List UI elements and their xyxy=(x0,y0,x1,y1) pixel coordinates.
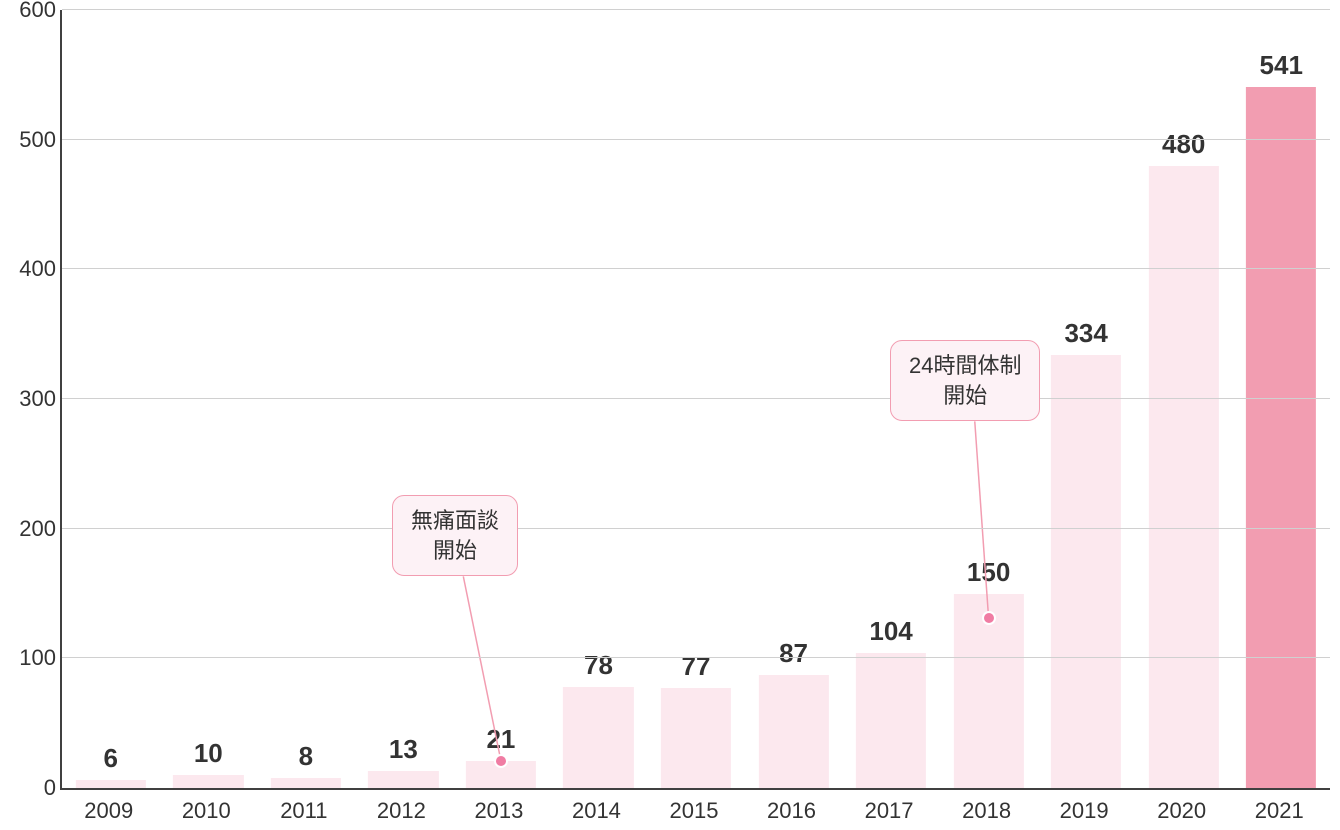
bar xyxy=(1149,166,1219,788)
callout-box: 24時間体制開始 xyxy=(890,340,1040,421)
bar-value-label: 6 xyxy=(104,743,118,774)
callout-box: 無痛面談開始 xyxy=(392,495,518,576)
bar-value-label: 10 xyxy=(194,738,223,769)
gridline xyxy=(62,528,1330,529)
bar xyxy=(368,771,438,788)
bar xyxy=(661,688,731,788)
x-tick-label: 2018 xyxy=(962,798,1011,824)
chart-container: 61081321787787104150334480541 無痛面談開始24時間… xyxy=(0,0,1340,830)
x-tick-label: 2014 xyxy=(572,798,621,824)
y-tick-label: 0 xyxy=(4,775,56,801)
x-tick-label: 2011 xyxy=(280,798,327,824)
bar-value-label: 541 xyxy=(1260,50,1303,81)
bar-value-label: 150 xyxy=(967,557,1010,588)
x-tick-label: 2017 xyxy=(865,798,914,824)
bar-value-label: 334 xyxy=(1064,318,1107,349)
gridline xyxy=(62,9,1330,10)
bar-value-label: 8 xyxy=(299,741,313,772)
plot-area: 61081321787787104150334480541 無痛面談開始24時間… xyxy=(60,10,1330,790)
callout-line1: 24時間体制 xyxy=(909,353,1021,378)
x-tick-label: 2010 xyxy=(182,798,231,824)
y-tick-label: 100 xyxy=(4,645,56,671)
callout-line2: 開始 xyxy=(943,383,987,408)
x-tick-label: 2021 xyxy=(1255,798,1304,824)
callout-line1: 無痛面談 xyxy=(411,508,499,533)
bar xyxy=(758,675,828,788)
x-tick-label: 2016 xyxy=(767,798,816,824)
x-tick-label: 2012 xyxy=(377,798,426,824)
bar-value-label: 480 xyxy=(1162,129,1205,160)
bar xyxy=(173,775,243,788)
bar-value-label: 87 xyxy=(779,638,808,669)
bar xyxy=(76,780,146,788)
y-tick-label: 300 xyxy=(4,386,56,412)
callout-line2: 開始 xyxy=(433,538,477,563)
callout-dot xyxy=(982,611,996,625)
bar-value-label: 77 xyxy=(682,651,711,682)
bar-value-label: 21 xyxy=(486,724,515,755)
callout-dot xyxy=(494,754,508,768)
gridline xyxy=(62,139,1330,140)
x-tick-label: 2019 xyxy=(1060,798,1109,824)
y-tick-label: 500 xyxy=(4,127,56,153)
bar-value-label: 104 xyxy=(869,616,912,647)
gridline xyxy=(62,398,1330,399)
bars-layer: 6 10 8 13 21 78 77 87 104 150 334 480 541 xyxy=(62,10,1330,788)
x-tick-label: 2020 xyxy=(1157,798,1206,824)
bar-value-label: 78 xyxy=(584,650,613,681)
bar xyxy=(1051,355,1121,788)
x-tick-label: 2015 xyxy=(670,798,719,824)
y-tick-label: 200 xyxy=(4,516,56,542)
x-tick-label: 2013 xyxy=(474,798,523,824)
bar-value-label: 13 xyxy=(389,734,418,765)
x-tick-label: 2009 xyxy=(84,798,133,824)
bar xyxy=(856,653,926,788)
gridline xyxy=(62,657,1330,658)
gridline xyxy=(62,268,1330,269)
bar xyxy=(271,778,341,788)
bar xyxy=(1246,87,1316,788)
y-tick-label: 600 xyxy=(4,0,56,23)
bar xyxy=(563,687,633,788)
y-tick-label: 400 xyxy=(4,256,56,282)
